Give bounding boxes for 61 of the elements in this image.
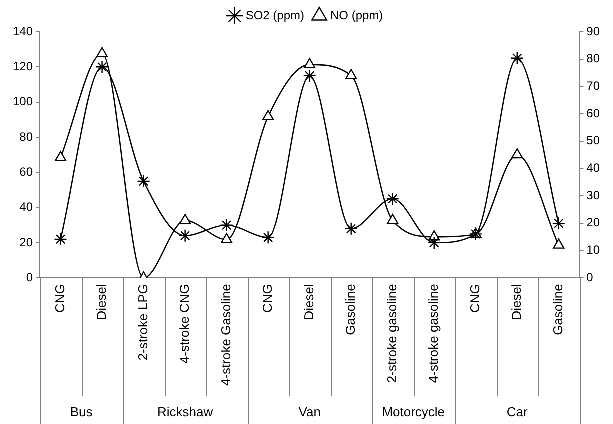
point — [262, 110, 274, 120]
x-tick-label: 4-stroke Gasoline — [218, 284, 234, 386]
point — [553, 238, 565, 249]
point — [54, 151, 67, 162]
y-tick-label: 100 — [12, 94, 34, 109]
point — [510, 52, 524, 65]
y-tick-label: 20 — [20, 235, 34, 250]
x-tick-label: Diesel — [301, 284, 316, 320]
point — [220, 218, 234, 232]
point — [469, 228, 482, 241]
point — [303, 69, 316, 83]
x-tick-label: Gasoline — [342, 284, 358, 336]
x-tick-label: CNG — [260, 284, 275, 314]
text: Van — [298, 404, 321, 420]
x-tick-label: 2-stroke LPG — [135, 284, 150, 361]
y-tick-label: 80 — [20, 130, 34, 144]
point — [54, 232, 68, 246]
point — [96, 60, 109, 74]
x-tick-label: CNG — [52, 284, 68, 314]
x-tick-label: 4-stroke gasoline — [426, 284, 441, 384]
x-tick-label: Diesel — [94, 284, 109, 320]
y2-tick-label: 80 — [586, 52, 600, 66]
point — [180, 214, 192, 224]
y-tick-label: 60 — [20, 164, 34, 179]
text: Bus — [70, 404, 94, 420]
y2-tick-label: 40 — [586, 161, 600, 176]
y2-tick-label: 30 — [586, 188, 600, 202]
y2-tick-label: 10 — [586, 243, 600, 258]
y2-tick-label: 0 — [586, 270, 594, 284]
x-tick-label: 4-stroke CNG — [176, 284, 192, 364]
x-tick-label: CNG — [467, 284, 482, 314]
point — [262, 231, 275, 244]
point — [346, 69, 358, 80]
point — [386, 192, 400, 206]
text: Car — [506, 404, 529, 420]
y2-tick-label: 60 — [586, 106, 600, 120]
legend-label: NO (ppm) — [330, 8, 384, 22]
legend-label: SO2 (ppm) — [246, 8, 305, 22]
point — [96, 47, 108, 58]
x-tick-label: 2-stroke gasoline — [384, 284, 400, 384]
point — [387, 214, 399, 224]
y-tick-label: 0 — [26, 270, 34, 284]
text: Rickshaw — [157, 404, 214, 420]
text: Motorcycle — [382, 404, 446, 420]
point — [221, 233, 233, 244]
x-tick-label: Gasoline — [550, 284, 566, 336]
y2-tick-label: 50 — [586, 134, 600, 148]
y2-tick-label: 20 — [586, 216, 600, 230]
point — [512, 148, 524, 159]
y-tick-label: 140 — [12, 24, 34, 38]
y-tick-label: 40 — [20, 200, 34, 214]
point — [304, 58, 316, 68]
y2-tick-label: 70 — [586, 79, 600, 94]
x-tick-label: Diesel — [508, 284, 524, 320]
y-tick-label: 120 — [12, 59, 34, 74]
point — [178, 229, 192, 243]
point — [344, 222, 358, 236]
point — [428, 236, 441, 250]
point — [137, 174, 150, 188]
point — [552, 217, 566, 230]
y2-tick-label: 90 — [586, 24, 600, 38]
